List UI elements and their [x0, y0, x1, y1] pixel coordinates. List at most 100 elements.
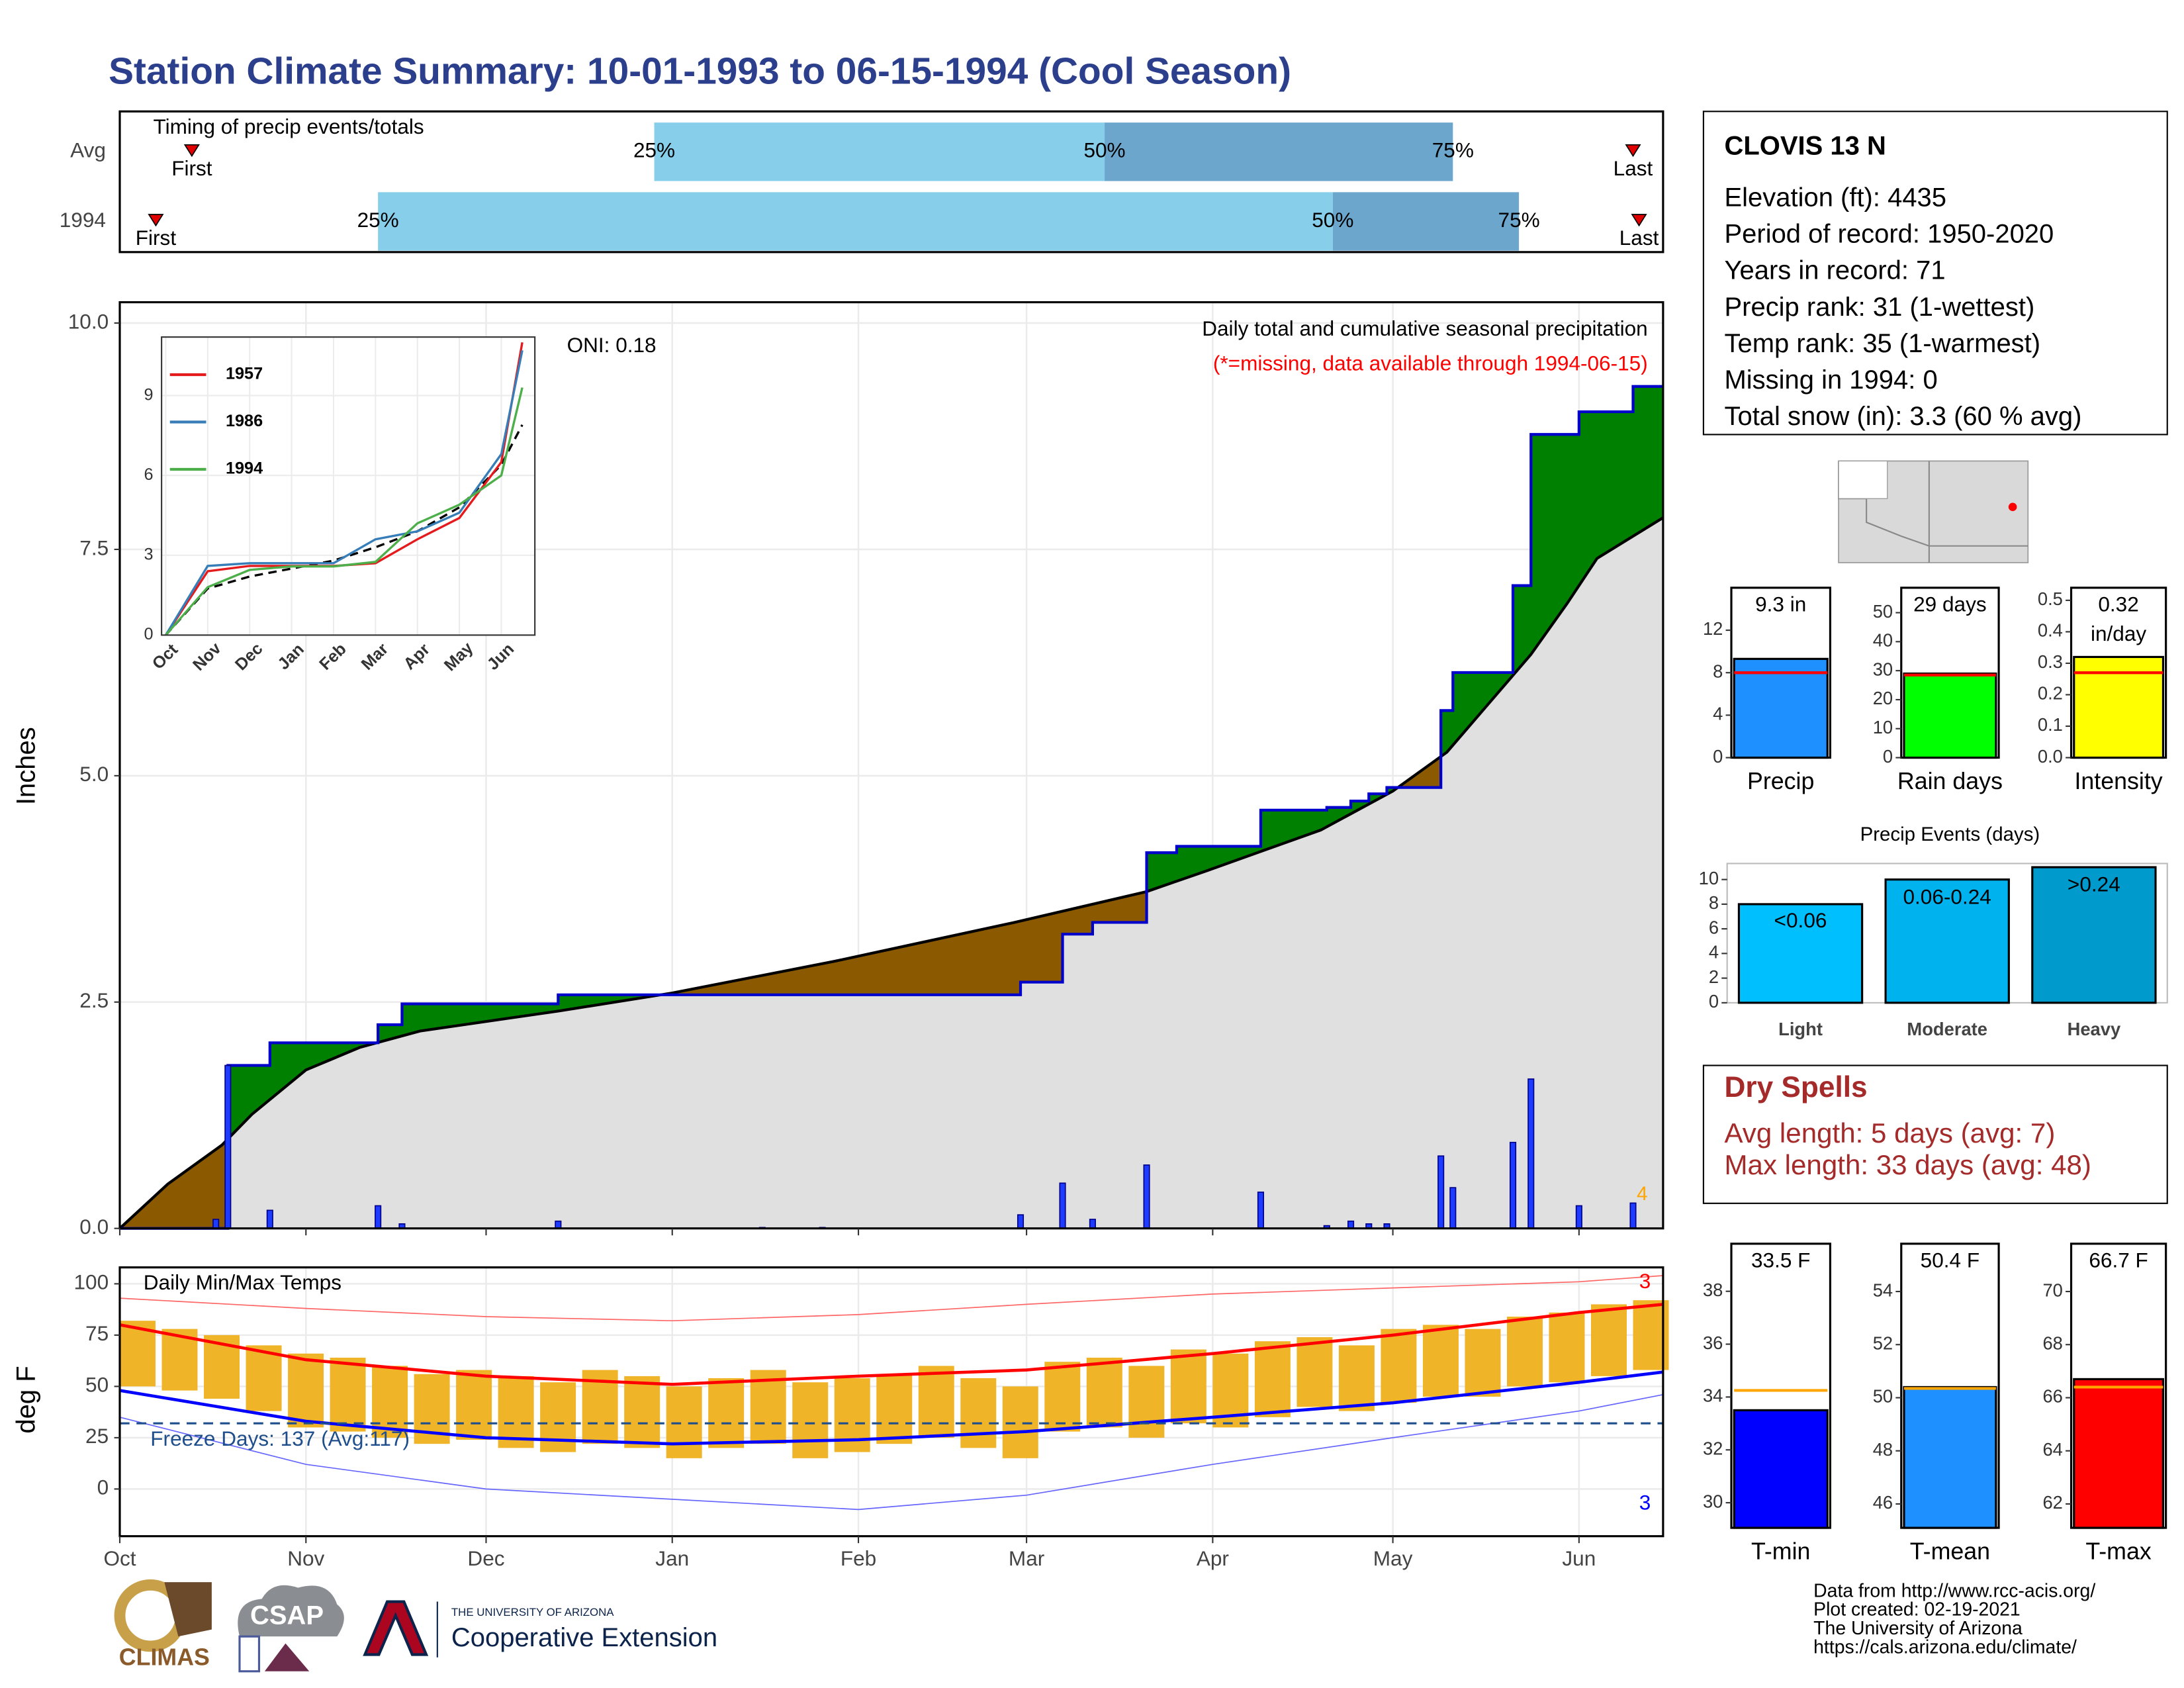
daily-bar [1257, 1192, 1265, 1229]
y-tick-label: 40 [1873, 630, 1893, 651]
base-area [119, 518, 1663, 1229]
station-box [1702, 111, 2168, 436]
value-label-box: >0.24 [2067, 872, 2120, 897]
daily-bar [1449, 1187, 1457, 1229]
x-tick-label: Jun [1562, 1546, 1596, 1570]
station-line: Temp rank: 35 (1-warmest) [1724, 329, 2040, 358]
y-tick-label: 0.0 [79, 1215, 109, 1239]
record-min-line [119, 1393, 1664, 1511]
y-tick-label: 12 [1703, 618, 1723, 639]
daily-bar [1527, 1078, 1535, 1229]
y-tick-label: 75 [85, 1321, 109, 1345]
value-label-box: 9.3 in [1755, 593, 1806, 617]
station-name: CLOVIS 13 N [1724, 132, 1886, 161]
temp-range-bar [1549, 1312, 1585, 1383]
station-line: Elevation (ft): 4435 [1724, 183, 1946, 212]
plot-frame [118, 301, 1664, 1230]
timing-marker-label: Last [1619, 226, 1659, 250]
row-label: Avg [70, 138, 106, 162]
y-tick-label: 0.1 [2038, 714, 2063, 735]
temp-range-bar [1297, 1336, 1333, 1407]
y-tick-label: 2 [1709, 966, 1719, 987]
y-tick-label: 54 [1873, 1280, 1893, 1300]
y-tick-label: 2.5 [79, 988, 109, 1012]
x-category-label: Heavy [2068, 1019, 2121, 1039]
y-tick-label: 6 [1709, 917, 1719, 937]
x-tick-label: Apr [1197, 1546, 1229, 1570]
x-tick-label: Oct [103, 1546, 136, 1570]
timing-marker-label: Last [1614, 156, 1653, 180]
y-tick-label: 68 [2042, 1333, 2062, 1353]
timing-marker [148, 214, 164, 227]
y-tick-label: 0.5 [2038, 588, 2063, 609]
footer-line: Plot created: 02-19-2021 [1813, 1599, 2021, 1620]
temp-range-bar [918, 1366, 954, 1438]
temp-range-bar [876, 1374, 913, 1444]
station-line: Period of record: 1950-2020 [1724, 220, 2054, 249]
season-line [119, 385, 1663, 1230]
climas-logo: CLIMAS [114, 1579, 212, 1670]
y-tick-label: 5.0 [79, 762, 109, 786]
temp-range-bar [498, 1376, 534, 1448]
temp-range-bar [792, 1382, 829, 1458]
daily-bar [555, 1220, 562, 1229]
inset-series-line [165, 350, 523, 636]
x-category-label: T-min [1751, 1538, 1810, 1564]
climas-text: CLIMAS [119, 1644, 210, 1670]
value-label-box: 29 days [1913, 593, 1987, 617]
normal-max-line [119, 1303, 1664, 1386]
temp-range-bar [1422, 1325, 1459, 1397]
temp-range-bar [246, 1345, 282, 1411]
inset-y-tick-label: 6 [144, 465, 153, 484]
value-label: >0.24 [2067, 872, 2120, 897]
inset-frame [161, 336, 536, 636]
temp-range-bar [330, 1357, 366, 1432]
temp-range-bar [1086, 1357, 1122, 1428]
chart-title: Precip Events (days) [1860, 823, 2040, 845]
count-annotation: 4 [1637, 1183, 1647, 1205]
value-label-box: 0.06-0.24 [1903, 885, 1991, 909]
normal-min-line [119, 1370, 1664, 1446]
daily-bar [1509, 1141, 1517, 1229]
daily-bar [212, 1219, 220, 1229]
x-category-label: Precip [1747, 768, 1814, 794]
y-tick-label: 100 [74, 1270, 109, 1294]
station-line: Total snow (in): 3.3 (60 % avg) [1724, 402, 2081, 431]
y-tick-label: 66 [2042, 1386, 2062, 1407]
temp-range-bar [750, 1370, 786, 1444]
y-tick-label: 0.4 [2038, 620, 2063, 641]
value-label-box: 50.4 F [1921, 1249, 1980, 1273]
y-tick-label: 50 [1873, 1386, 1893, 1407]
y-tick-label: 32 [1703, 1438, 1723, 1458]
csap-logo: CSAP [238, 1585, 344, 1673]
timing-frame [118, 110, 1664, 254]
y-tick-label: 50 [85, 1373, 109, 1397]
bar [2031, 866, 2157, 1004]
daily-bar [266, 1209, 273, 1229]
y-axis-title: deg F [12, 1366, 41, 1433]
plot-frame [118, 1266, 1664, 1538]
y-tick-label: 10 [1699, 868, 1719, 888]
chart-title: Daily Min/Max Temps [144, 1270, 341, 1294]
station-line: Missing in 1994: 0 [1724, 365, 1937, 395]
x-tick-label: Nov [287, 1546, 324, 1570]
bar [1733, 657, 1829, 759]
temp-range-bar [1044, 1362, 1081, 1432]
value-label: 0.32 in/day [2090, 593, 2147, 647]
footer-line: The University of Arizona [1813, 1618, 2023, 1639]
x-category-label: Rain days [1897, 768, 2003, 794]
dry-spells-box [1702, 1064, 2168, 1204]
y-tick-label: 0.2 [2038, 683, 2063, 704]
temp-range-bar [1381, 1329, 1417, 1403]
percent-label: 50% [1083, 138, 1125, 162]
percent-label: 75% [1432, 138, 1474, 162]
chart-subtitle: (*=missing, data available through 1994-… [1213, 352, 1648, 375]
dry-spells-line: Avg length: 5 days (avg: 7) [1724, 1117, 2055, 1149]
timing-bar-early [654, 122, 1105, 181]
y-tick-label: 7.5 [79, 536, 109, 559]
x-category-label: T-mean [1910, 1538, 1990, 1564]
dry-spells-line: Max length: 33 days (avg: 48) [1724, 1149, 2091, 1180]
footer-line: https://cals.arizona.edu/climate/ [1813, 1637, 2077, 1658]
temp-range-bar [372, 1366, 408, 1438]
y-tick-label: 0 [1709, 991, 1719, 1011]
